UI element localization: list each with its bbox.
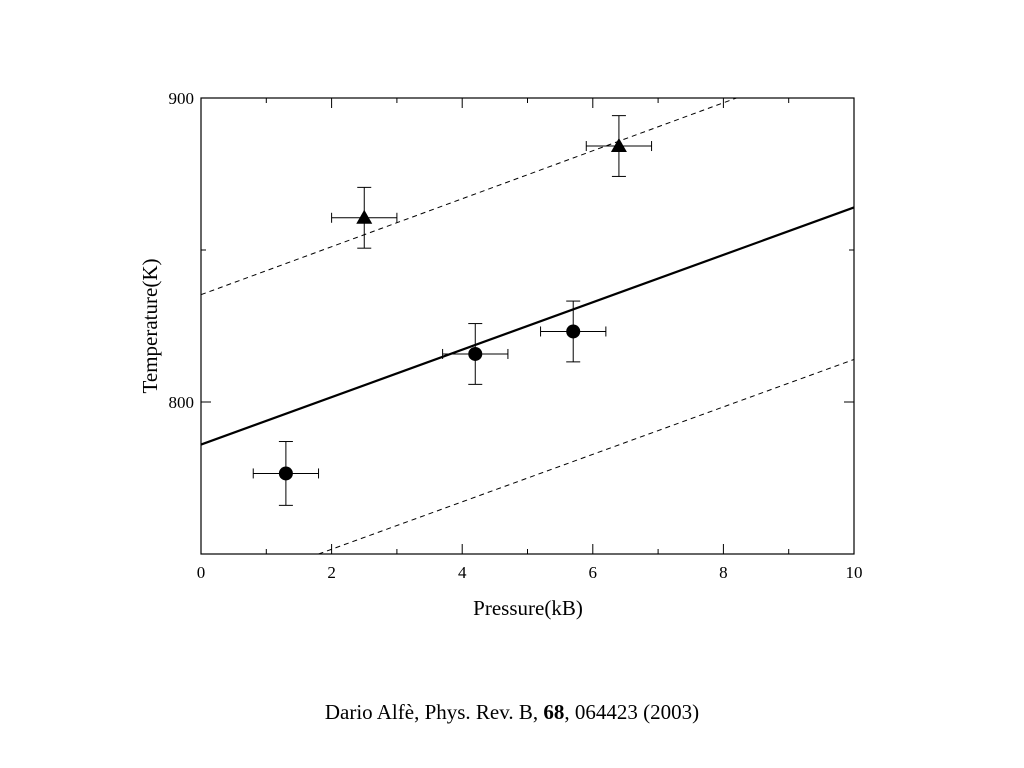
x-tick-label: 8 — [719, 563, 728, 582]
x-tick-label: 2 — [327, 563, 336, 582]
bound-line-dashed — [318, 358, 854, 554]
data-point-circle — [278, 466, 293, 481]
y-tick-label: 900 — [169, 89, 195, 108]
fit-lines — [201, 98, 854, 554]
data-point-triangle — [610, 138, 627, 153]
x-tick-label: 0 — [197, 563, 206, 582]
citation-caption: Dario Alfè, Phys. Rev. B, 68, 064423 (20… — [0, 700, 1024, 725]
data-markers — [252, 115, 653, 506]
data-point-circle — [468, 346, 483, 361]
axis-ticks — [200, 97, 855, 555]
citation-volume: 68 — [543, 700, 565, 724]
data-point-circle — [566, 324, 581, 339]
x-tick-label: 4 — [458, 563, 467, 582]
x-tick-label: 10 — [846, 563, 863, 582]
x-tick-label: 6 — [589, 563, 598, 582]
citation-authors: Dario Alfè, Phys. Rev. B, — [324, 700, 544, 724]
fit-line — [201, 206, 854, 446]
data-point-triangle — [356, 209, 373, 224]
y-axis-title: Temperature(K) — [138, 259, 162, 394]
axis-tick-labels: 0 2 4 6 8 10 800 900 — [169, 89, 863, 582]
y-tick-label: 800 — [169, 393, 195, 412]
bound-line-dashed — [201, 98, 737, 296]
citation-rest: , 064423 (2003) — [564, 700, 700, 724]
chart: 0 2 4 6 8 10 800 900 Pressure(kB) Temperature(K… — [138, 89, 863, 620]
x-axis-title: Pressure(kB) — [473, 596, 583, 620]
